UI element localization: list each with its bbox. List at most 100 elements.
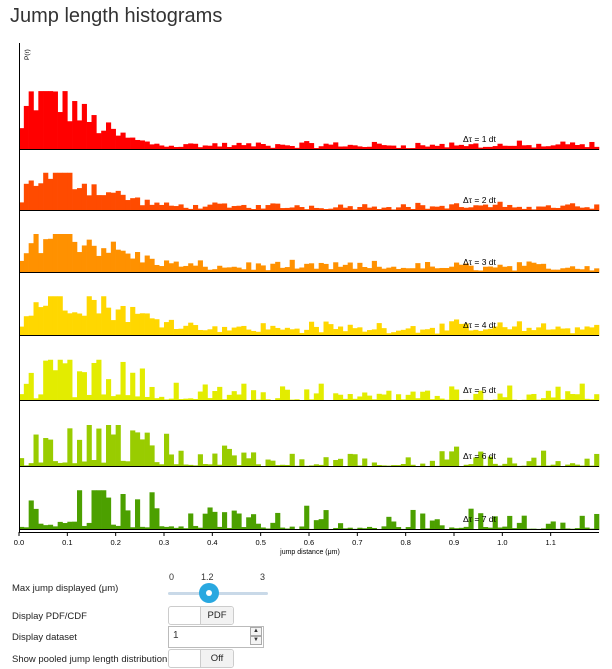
histogram-bar: [439, 525, 445, 530]
panel-legend-label: Δτ = 3 dt: [463, 257, 497, 267]
histogram-bar: [28, 243, 34, 273]
histogram-bar: [386, 516, 392, 530]
histogram-bar: [594, 453, 600, 467]
max-jump-slider-handle[interactable]: [199, 583, 219, 603]
histogram-bar: [115, 309, 121, 336]
histogram-bar: [299, 267, 305, 273]
histogram-bar: [526, 145, 532, 150]
histogram-bar: [570, 266, 576, 273]
max-jump-label: Max jump displayed (μm): [12, 583, 119, 594]
x-tick-label: 0.0: [14, 538, 24, 547]
histogram-bar: [101, 394, 107, 401]
histogram-bar: [357, 327, 363, 336]
histogram-bar: [135, 252, 141, 273]
histogram-bar: [463, 464, 469, 467]
histogram-bar: [507, 266, 513, 273]
histogram-bar: [367, 395, 373, 401]
histogram-bar: [23, 527, 29, 530]
histogram-bar: [207, 507, 213, 530]
histogram-bar: [473, 393, 479, 401]
histogram-bar: [502, 145, 508, 150]
histogram-bar: [323, 510, 329, 530]
histogram-bar: [570, 203, 576, 211]
histogram-bar: [594, 324, 600, 336]
histogram-bar: [125, 200, 131, 211]
histogram-bar: [531, 393, 537, 401]
histogram-bar: [77, 188, 83, 211]
histogram-bar: [72, 101, 78, 150]
histogram-bar: [371, 527, 377, 530]
panel-legend-label: Δτ = 4 dt: [463, 320, 497, 330]
histogram-bar: [420, 391, 426, 401]
histogram-bar: [91, 245, 97, 273]
histogram-bar: [458, 323, 464, 336]
histogram-bar: [212, 143, 218, 150]
histogram-bar: [144, 396, 150, 401]
histogram-bar: [222, 267, 228, 273]
histogram-bar: [207, 398, 213, 401]
histogram-bar: [371, 141, 377, 150]
histogram-bar: [110, 128, 116, 150]
histogram-bar: [454, 203, 460, 211]
histogram-bar: [38, 183, 44, 211]
histogram-bar: [531, 457, 537, 467]
histogram-bar: [541, 323, 547, 336]
histogram-bar: [284, 464, 290, 467]
histogram-bar: [521, 515, 527, 530]
histogram-bar: [241, 145, 247, 150]
pdf-cdf-toggle[interactable]: PDF: [168, 606, 234, 625]
histogram-bar: [72, 521, 78, 530]
histogram-bar: [425, 262, 431, 273]
histogram-bar: [275, 261, 281, 273]
histogram-bar: [386, 207, 392, 211]
histogram-bar: [333, 262, 339, 273]
histogram-bar: [579, 269, 585, 273]
histogram-bar: [449, 451, 455, 467]
pdf-cdf-toggle-value[interactable]: PDF: [200, 607, 233, 624]
histogram-bar: [255, 142, 261, 150]
histogram-bar: [52, 296, 58, 336]
histogram-bar: [497, 393, 503, 401]
histogram-bar: [468, 265, 474, 273]
histogram-bar: [28, 372, 34, 401]
histogram-bar: [178, 204, 184, 211]
histogram-bar: [545, 146, 551, 150]
histogram-bar: [299, 526, 305, 530]
histogram-bar: [550, 269, 556, 273]
histogram-bar: [19, 326, 25, 336]
x-tick-label: 0.4: [207, 538, 217, 547]
histogram-bar: [222, 203, 228, 211]
histogram-bar: [507, 515, 513, 530]
histogram-bar: [304, 329, 310, 336]
histogram-bar: [231, 510, 237, 530]
histogram-bar: [183, 265, 189, 273]
histogram-bar: [492, 326, 498, 336]
histogram-bar: [318, 332, 324, 336]
histogram-bar: [72, 312, 78, 336]
histogram-bar: [560, 268, 566, 273]
histogram-bar: [376, 266, 382, 273]
histogram-bar: [328, 269, 334, 273]
histogram-bar: [521, 208, 527, 211]
histogram-bar: [473, 270, 479, 273]
histogram-bar: [52, 370, 58, 401]
histogram-bar: [516, 140, 522, 150]
histogram-bar: [429, 206, 435, 211]
pooled-toggle-value[interactable]: Off: [200, 650, 233, 667]
stepper-down-icon[interactable]: ▼: [250, 636, 262, 645]
histogram-bar: [512, 145, 518, 150]
histogram-bar: [473, 457, 479, 467]
dataset-input[interactable]: 1: [168, 626, 264, 648]
histogram-bar: [338, 146, 344, 150]
stepper-up-icon[interactable]: ▲: [250, 627, 262, 636]
histogram-bar: [52, 91, 58, 150]
histogram-bar: [139, 313, 145, 336]
histogram-bar: [101, 462, 107, 467]
histogram-bar: [188, 208, 194, 211]
histogram-bar: [217, 265, 223, 273]
histogram-bar: [222, 326, 228, 336]
histogram-bar: [502, 397, 508, 401]
pooled-toggle[interactable]: Off: [168, 649, 234, 668]
dataset-stepper[interactable]: ▲ ▼: [250, 627, 262, 647]
histogram-bar: [72, 397, 78, 401]
